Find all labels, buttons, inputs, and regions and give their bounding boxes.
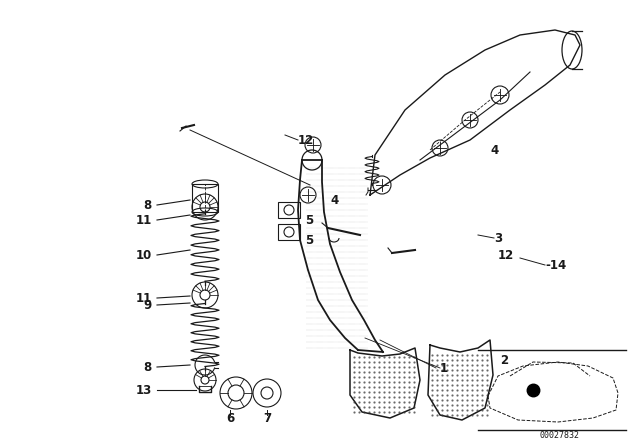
Text: 13: 13	[136, 383, 152, 396]
Text: 5: 5	[305, 214, 313, 227]
Bar	[278, 224, 300, 240]
Text: 1: 1	[440, 362, 448, 375]
Text: -14: -14	[545, 258, 566, 271]
Text: 11: 11	[136, 214, 152, 227]
Text: 2: 2	[500, 353, 508, 366]
Text: 12: 12	[298, 134, 314, 146]
Text: 4: 4	[490, 143, 499, 156]
Text: 6: 6	[226, 412, 234, 425]
Text: 3: 3	[494, 232, 502, 245]
Text: 9: 9	[144, 298, 152, 311]
Text: 10: 10	[136, 249, 152, 262]
Bar	[192, 184, 218, 212]
Text: 8: 8	[144, 198, 152, 211]
Text: 12: 12	[498, 249, 515, 262]
Text: 7: 7	[263, 412, 271, 425]
Text: 5: 5	[305, 233, 313, 246]
Text: 8: 8	[144, 361, 152, 374]
Text: 00027832: 00027832	[540, 431, 580, 440]
Text: 11: 11	[136, 292, 152, 305]
Bar	[278, 202, 300, 218]
Text: 4: 4	[330, 194, 339, 207]
